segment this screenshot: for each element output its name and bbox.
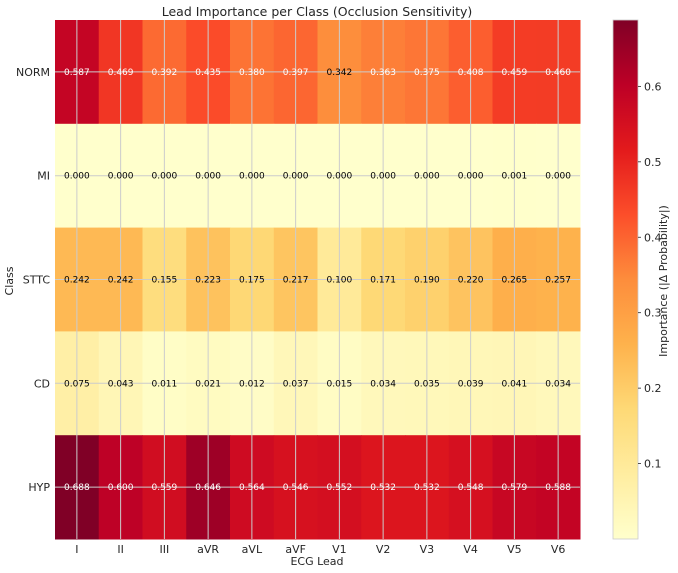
cell-value-NORM-II: 0.469 (108, 68, 134, 78)
cell-value-CD-V3: 0.035 (414, 379, 440, 389)
cell-value-STTC-I: 0.242 (64, 276, 90, 286)
colorbar-tick-label: 0.6 (644, 80, 662, 93)
colorbar-tick-label: 0.3 (644, 307, 662, 320)
x-axis-ticks: I II III aVR aVL aVF V1 V2 V3 V4 V5 V6 (75, 543, 565, 556)
cell-value-NORM-aVR: 0.435 (195, 68, 221, 78)
cell-value-HYP-I: 0.688 (64, 483, 90, 493)
cell-value-NORM-V5: 0.459 (501, 68, 527, 78)
cell-value-CD-II: 0.043 (108, 379, 134, 389)
cell-value-MI-V3: 0.000 (414, 172, 440, 182)
cell-value-STTC-V4: 0.220 (458, 276, 484, 286)
cell-value-STTC-III: 0.155 (151, 276, 177, 286)
cell-value-NORM-V1: 0.342 (326, 68, 352, 78)
colorbar-tick-label: 0.5 (644, 156, 662, 169)
gridlines (55, 20, 580, 539)
cell-value-NORM-III: 0.392 (151, 68, 177, 78)
cell-value-MI-aVL: 0.000 (239, 172, 265, 182)
cell-value-STTC-aVL: 0.175 (239, 276, 265, 286)
cell-value-CD-V5: 0.041 (501, 379, 527, 389)
x-tick-label: aVF (285, 543, 306, 556)
cell-value-HYP-II: 0.600 (108, 483, 134, 493)
cell-value-CD-aVL: 0.012 (239, 379, 265, 389)
x-tick-label: II (117, 543, 124, 556)
x-tick-label: V4 (463, 543, 478, 556)
cell-value-CD-V6: 0.034 (545, 379, 571, 389)
cell-value-HYP-V3: 0.532 (414, 483, 440, 493)
x-tick-label: V3 (420, 543, 435, 556)
colorbar-tick-label: 0.1 (644, 458, 662, 471)
cell-value-NORM-aVF: 0.397 (283, 68, 309, 78)
cell-value-CD-V2: 0.034 (370, 379, 396, 389)
cell-value-STTC-II: 0.242 (108, 276, 134, 286)
y-tick-label: HYP (28, 481, 50, 494)
cell-value-NORM-V3: 0.375 (414, 68, 440, 78)
cell-value-STTC-aVF: 0.217 (283, 276, 309, 286)
cell-value-STTC-V2: 0.171 (370, 276, 396, 286)
y-tick-label: NORM (16, 66, 50, 79)
y-tick-label: CD (34, 377, 50, 390)
cell-value-MI-I: 0.000 (64, 172, 90, 182)
cell-value-HYP-aVF: 0.546 (283, 483, 309, 493)
cell-value-MI-aVF: 0.000 (283, 172, 309, 182)
cell-value-MI-II: 0.000 (108, 172, 134, 182)
x-tick-label: III (160, 543, 170, 556)
y-axis-ticks: NORM MI STTC CD HYP (16, 66, 50, 494)
cell-value-HYP-V1: 0.552 (326, 483, 352, 493)
cell-value-CD-V1: 0.015 (326, 379, 352, 389)
x-tick-label: V1 (332, 543, 347, 556)
cell-value-STTC-V3: 0.190 (414, 276, 440, 286)
cell-value-MI-V4: 0.000 (458, 172, 484, 182)
colorbar-tick-label: 0.2 (644, 382, 662, 395)
cell-value-MI-V6: 0.000 (545, 172, 571, 182)
colorbar (612, 19, 639, 540)
colorbar-tick-label: 0.4 (644, 231, 662, 244)
cell-value-MI-V5: 0.001 (501, 172, 527, 182)
y-axis-label: Class (3, 266, 16, 295)
cell-value-NORM-V4: 0.408 (458, 68, 484, 78)
cell-value-CD-III: 0.011 (151, 379, 177, 389)
cell-value-MI-V1: 0.000 (326, 172, 352, 182)
cell-value-STTC-V1: 0.100 (326, 276, 352, 286)
x-tick-label: V5 (507, 543, 522, 556)
x-tick-label: I (75, 543, 78, 556)
x-axis-label: ECG Lead (290, 555, 343, 568)
cell-value-labels: 0.587 0.469 0.392 0.435 0.380 0.397 0.342 0.363… (64, 68, 571, 493)
x-tick-label: aVL (242, 543, 263, 556)
chart-title: Lead Importance per Class (Occlusion Sen… (162, 4, 473, 19)
y-tick-label: MI (37, 170, 50, 183)
cell-value-STTC-aVR: 0.223 (195, 276, 221, 286)
cell-value-NORM-V2: 0.363 (370, 68, 396, 78)
cell-value-NORM-aVL: 0.380 (239, 68, 265, 78)
colorbar-label: Importance (|Δ Probability|) (657, 205, 670, 357)
y-tick-label: STTC (23, 274, 51, 287)
cell-value-HYP-V5: 0.579 (501, 483, 527, 493)
cell-value-CD-aVR: 0.021 (195, 379, 221, 389)
x-tick-label: V6 (551, 543, 566, 556)
cell-value-CD-I: 0.075 (64, 379, 90, 389)
x-tick-label: aVR (197, 543, 219, 556)
cell-value-CD-V4: 0.039 (458, 379, 484, 389)
cell-value-HYP-V2: 0.532 (370, 483, 396, 493)
cell-value-STTC-V5: 0.265 (501, 276, 527, 286)
colorbar-ticks: 0.1 0.2 0.3 0.4 0.5 0.6 (638, 80, 662, 471)
cell-value-CD-aVF: 0.037 (283, 379, 309, 389)
cell-value-HYP-aVL: 0.564 (239, 483, 265, 493)
cell-value-MI-III: 0.000 (151, 172, 177, 182)
cell-value-STTC-V6: 0.257 (545, 276, 571, 286)
cell-value-HYP-V4: 0.548 (458, 483, 484, 493)
cell-value-HYP-aVR: 0.646 (195, 483, 221, 493)
cell-value-NORM-V6: 0.460 (545, 68, 571, 78)
cell-value-HYP-III: 0.559 (151, 483, 177, 493)
cell-value-NORM-I: 0.587 (64, 68, 90, 78)
cell-value-MI-aVR: 0.000 (195, 172, 221, 182)
x-tick-label: V2 (376, 543, 391, 556)
cell-value-HYP-V6: 0.588 (545, 483, 571, 493)
cell-value-MI-V2: 0.000 (370, 172, 396, 182)
